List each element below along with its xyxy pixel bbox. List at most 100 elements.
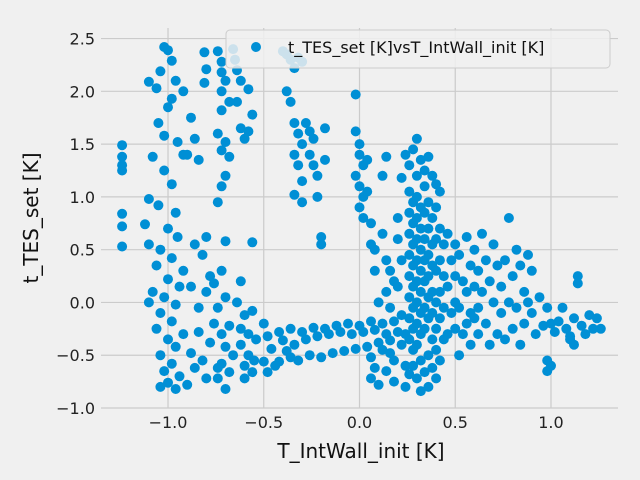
data-point: [419, 165, 430, 176]
data-point: [170, 207, 181, 218]
data-point: [239, 360, 250, 371]
data-point: [484, 339, 495, 350]
data-point: [346, 329, 357, 340]
data-point: [362, 154, 373, 165]
data-point: [235, 123, 246, 134]
y-tick-label: −0.5: [56, 346, 95, 365]
data-point: [404, 228, 415, 239]
data-point: [155, 308, 166, 318]
data-point: [546, 318, 556, 329]
data-point: [216, 265, 227, 276]
data-point: [262, 367, 273, 378]
data-point: [415, 223, 426, 234]
data-point: [404, 186, 415, 197]
x-tick-label: −0.5: [244, 413, 283, 432]
data-point: [285, 352, 296, 363]
data-point: [454, 350, 465, 361]
data-point: [201, 286, 212, 297]
data-point: [373, 297, 384, 308]
data-point: [392, 281, 403, 292]
data-point: [159, 366, 170, 377]
legend-marker: [251, 42, 261, 52]
data-point: [553, 316, 564, 327]
data-point: [159, 165, 170, 176]
data-point: [366, 218, 376, 229]
data-point: [423, 350, 434, 361]
data-point: [166, 179, 177, 190]
data-point: [500, 334, 510, 345]
data-point: [172, 137, 183, 147]
data-point: [155, 66, 166, 77]
data-point: [155, 244, 166, 255]
data-point: [151, 323, 162, 334]
data-point: [216, 329, 227, 340]
data-point: [358, 213, 369, 223]
data-point: [297, 197, 308, 208]
data-point: [216, 145, 227, 156]
data-point: [354, 181, 365, 192]
data-point: [232, 297, 242, 308]
data-point: [572, 278, 583, 289]
data-point: [389, 316, 399, 327]
data-point: [304, 126, 315, 137]
data-point: [172, 232, 183, 242]
data-point: [308, 322, 319, 333]
data-point: [369, 362, 380, 373]
data-point: [434, 223, 445, 234]
y-tick-label: 2.0: [70, 82, 95, 101]
data-point: [423, 223, 434, 234]
data-point: [431, 179, 442, 190]
data-point: [220, 75, 231, 86]
data-point: [396, 310, 407, 321]
data-point: [465, 339, 476, 350]
data-point: [519, 318, 530, 329]
data-point: [450, 323, 461, 334]
data-point: [289, 339, 300, 350]
data-point: [427, 334, 438, 345]
data-point: [143, 194, 154, 204]
data-point: [484, 276, 495, 287]
data-point: [419, 302, 430, 313]
data-points: [117, 42, 606, 397]
data-point: [316, 352, 327, 363]
data-point: [415, 386, 426, 397]
data-point: [500, 255, 510, 266]
y-tick-label: 1.5: [70, 135, 95, 154]
data-point: [209, 278, 219, 289]
data-point: [572, 271, 583, 282]
data-point: [366, 352, 376, 363]
data-point: [415, 355, 426, 366]
data-point: [201, 64, 212, 75]
data-point: [140, 219, 150, 230]
data-point: [450, 271, 461, 282]
data-point: [442, 228, 453, 239]
data-point: [400, 381, 411, 392]
data-point: [117, 241, 128, 252]
data-point: [538, 320, 549, 331]
data-point: [312, 170, 323, 181]
data-point: [258, 356, 269, 367]
data-point: [431, 373, 442, 384]
data-point: [404, 292, 415, 303]
data-point: [507, 323, 518, 334]
data-point: [117, 165, 128, 176]
data-point: [163, 274, 173, 285]
data-point: [392, 327, 403, 337]
data-point: [530, 329, 541, 340]
data-point: [419, 323, 430, 334]
data-point: [366, 316, 376, 327]
data-point: [249, 355, 260, 366]
data-point: [423, 381, 434, 392]
data-point: [419, 207, 430, 218]
data-point: [243, 84, 254, 95]
data-point: [159, 130, 170, 141]
data-point: [450, 239, 461, 250]
data-point: [335, 327, 346, 337]
data-point: [469, 313, 480, 324]
data-point: [285, 323, 296, 334]
data-point: [170, 341, 181, 352]
data-point: [542, 302, 553, 313]
data-point: [588, 323, 599, 334]
data-point: [434, 186, 445, 197]
x-tick-label: 0.0: [347, 413, 372, 432]
